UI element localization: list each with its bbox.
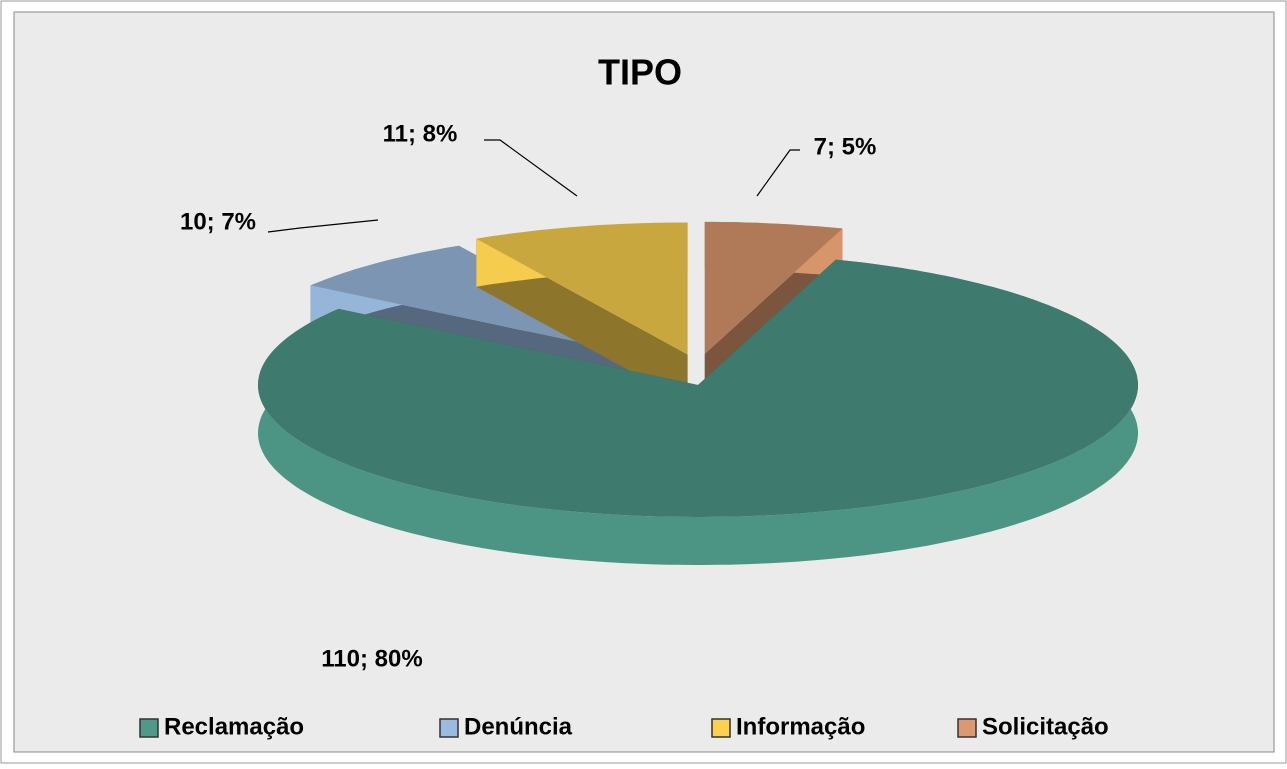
slice xyxy=(476,222,688,355)
data-label: 7; 5% xyxy=(814,133,877,160)
leader-lines xyxy=(267,139,800,233)
slice xyxy=(258,259,1138,517)
legend-label: Solicitação xyxy=(982,713,1109,740)
legend-label: Reclamação xyxy=(164,713,304,740)
chart-title: TIPO xyxy=(598,52,682,93)
legend-swatch xyxy=(139,718,159,738)
data-label: 10; 7% xyxy=(180,208,256,235)
data-label: 11; 8% xyxy=(383,120,458,147)
data-labels: 110; 80% 10; 7% 11; 8% 7; 5% xyxy=(180,120,876,672)
legend-swatch xyxy=(439,718,459,738)
data-label: 110; 80% xyxy=(321,645,422,672)
pie xyxy=(258,221,1138,565)
legend-swatch xyxy=(711,718,731,738)
leader-line xyxy=(756,149,800,197)
legend-swatch xyxy=(957,718,977,738)
leader-line xyxy=(484,139,578,197)
legend-label: Informação xyxy=(736,713,865,740)
legend-label: Denúncia xyxy=(464,713,573,740)
legend: Reclamação Denúncia Informação Solicitação xyxy=(139,713,1109,740)
leader-line xyxy=(267,219,379,233)
slice xyxy=(704,221,843,354)
slice-side xyxy=(476,238,688,403)
